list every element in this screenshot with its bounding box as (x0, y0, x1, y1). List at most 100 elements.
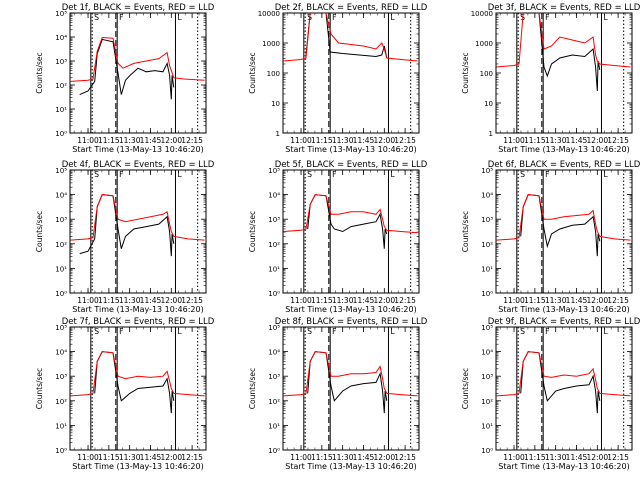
y-tick-label: 1 (489, 130, 493, 138)
event-marker-label: F (545, 327, 549, 336)
x-tick-label: 12:00 (373, 136, 395, 145)
x-tick-label: 11:15 (98, 296, 120, 305)
x-tick-label: 11:45 (566, 296, 588, 305)
x-tick-label: 12:15 (607, 136, 629, 145)
y-tick-label: 10⁰ (481, 290, 493, 298)
panel-title: Det 8f, BLACK = Events, RED = LLD (275, 317, 428, 327)
y-tick-label: 10⁵ (481, 167, 493, 175)
y-tick-label: 10⁵ (268, 167, 280, 175)
y-tick-label: 10⁴ (481, 349, 493, 357)
y-tick-label: 10⁰ (55, 130, 67, 138)
event-marker-label: L (177, 13, 182, 22)
x-tick-label: 11:00 (503, 296, 525, 305)
panel-title: Det 3f, BLACK = Events, RED = LLD (488, 3, 640, 13)
x-tick-label: 11:00 (77, 136, 99, 145)
events-series-line (520, 194, 601, 257)
x-tick-label: 11:00 (290, 296, 312, 305)
y-tick-label: 10 (484, 100, 493, 108)
x-axis-label: Start Time (13-May-13 10:46:20) (285, 305, 416, 314)
x-tick-label: 11:45 (140, 136, 162, 145)
x-tick-label: 11:45 (566, 136, 588, 145)
x-tick-label: 11:30 (332, 453, 354, 462)
y-tick-label: 10⁴ (55, 34, 67, 42)
x-tick-label: 11:30 (545, 453, 567, 462)
plot-frame (495, 326, 633, 451)
y-axis-label: Counts/sec (248, 52, 257, 93)
y-tick-label: 100 (267, 70, 280, 78)
y-axis-label: Counts/sec (461, 368, 470, 409)
x-tick-label: 11:00 (290, 136, 312, 145)
y-tick-label: 10¹ (481, 265, 493, 273)
x-axis-label: Start Time (13-May-13 10:46:20) (285, 145, 416, 154)
y-tick-label: 10² (481, 398, 493, 406)
x-axis-label: Start Time (13-May-13 10:46:20) (285, 462, 416, 471)
y-tick-label: 10⁴ (268, 192, 280, 200)
x-tick-label: 12:00 (586, 136, 608, 145)
y-tick-label: 100 (480, 70, 493, 78)
x-tick-label: 11:30 (545, 296, 567, 305)
lld-series-line (496, 351, 631, 397)
panel-5: Det 5f, BLACK = Events, RED = LLD 10⁰ 10¹ 1… (248, 160, 428, 314)
event-marker-label: L (603, 170, 608, 179)
y-axis-label: Counts/sec (35, 52, 44, 93)
panel-title: Det 6f, BLACK = Events, RED = LLD (488, 160, 640, 170)
y-axis-label: Counts/sec (248, 368, 257, 409)
y-tick-label: 10 (271, 100, 280, 108)
y-tick-label: 10⁰ (268, 447, 280, 455)
events-series-line (307, 351, 388, 414)
y-tick-label: 10⁰ (268, 290, 280, 298)
x-tick-label: 11:45 (353, 453, 375, 462)
x-axis-label: Start Time (13-May-13 10:46:20) (498, 462, 629, 471)
x-tick-label: 11:00 (503, 453, 525, 462)
panel-6: Det 6f, BLACK = Events, RED = LLD 10⁰ 10¹ 1… (461, 160, 640, 314)
x-tick-label: 11:45 (353, 136, 375, 145)
event-marker-label: F (332, 13, 336, 22)
y-tick-label: 10² (268, 398, 280, 406)
event-marker-label: F (119, 170, 123, 179)
panel-4: Det 4f, BLACK = Events, RED = LLD 10⁰ 10¹ 1… (35, 160, 215, 314)
panel-9: Det 9f, BLACK = Events, RED = LLD 10⁰ 10¹ 1… (461, 317, 640, 471)
y-tick-label: 10⁵ (481, 324, 493, 332)
lld-series-line (496, 13, 631, 68)
x-tick-label: 11:30 (119, 453, 141, 462)
x-tick-label: 12:15 (394, 453, 416, 462)
panel-title: Det 5f, BLACK = Events, RED = LLD (275, 160, 428, 170)
x-tick-label: 12:15 (607, 296, 629, 305)
events-series-line (520, 351, 601, 414)
x-tick-label: 11:15 (311, 136, 333, 145)
event-marker-label: F (545, 13, 549, 22)
x-tick-label: 12:15 (181, 453, 203, 462)
y-tick-label: 10² (55, 82, 67, 90)
x-tick-label: 11:30 (332, 136, 354, 145)
y-tick-label: 10³ (55, 58, 67, 66)
plot-frame (495, 169, 633, 294)
panel-title: Det 2f, BLACK = Events, RED = LLD (275, 3, 428, 13)
event-marker-label: L (390, 13, 395, 22)
y-tick-label: 10⁴ (55, 349, 67, 357)
event-marker-label: L (177, 327, 182, 336)
y-tick-label: 10¹ (55, 265, 67, 273)
y-tick-label: 10³ (481, 373, 493, 381)
x-axis-label: Start Time (13-May-13 10:46:20) (72, 305, 203, 314)
x-tick-label: 11:45 (353, 296, 375, 305)
x-tick-label: 11:15 (311, 453, 333, 462)
x-tick-label: 11:30 (332, 296, 354, 305)
y-tick-label: 10¹ (55, 422, 67, 430)
events-series-line (305, 13, 388, 59)
y-tick-label: 10² (55, 398, 67, 406)
x-tick-label: 12:15 (394, 136, 416, 145)
x-tick-label: 12:00 (160, 296, 182, 305)
x-axis-label: Start Time (13-May-13 10:46:20) (72, 145, 203, 154)
event-marker-label: F (119, 327, 123, 336)
plot-frame (282, 169, 420, 294)
x-tick-label: 11:00 (503, 136, 525, 145)
panel-title: Det 1f, BLACK = Events, RED = LLD (62, 3, 215, 13)
y-tick-label: 10⁴ (481, 192, 493, 200)
x-tick-label: 11:30 (119, 296, 141, 305)
y-tick-label: 10⁵ (55, 324, 67, 332)
event-marker-label: L (603, 13, 608, 22)
event-marker-label: F (332, 327, 336, 336)
y-tick-label: 10¹ (481, 422, 493, 430)
events-series-line (307, 194, 388, 249)
x-tick-label: 11:15 (98, 136, 120, 145)
